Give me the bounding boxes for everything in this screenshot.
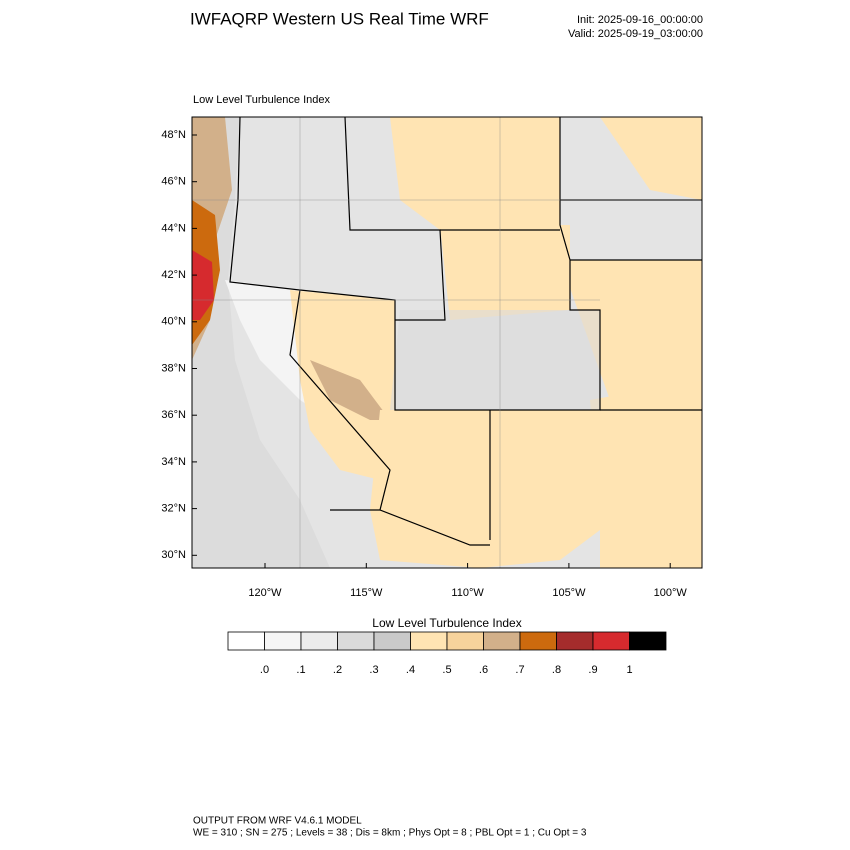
lat-label: 32°N — [161, 503, 186, 515]
footer-line: OUTPUT FROM WRF V4.6.1 MODEL — [193, 816, 362, 827]
color-swatch — [337, 631, 375, 651]
lat-label: 34°N — [161, 456, 186, 468]
lon-label: 105°W — [552, 587, 586, 599]
color-swatch — [264, 631, 302, 651]
colorbar-title: Low Level Turbulence Index — [372, 616, 521, 630]
color-swatch — [629, 631, 667, 651]
footer-line: WE = 310 ; SN = 275 ; Levels = 38 ; Dis … — [193, 828, 587, 839]
lon-label: 100°W — [654, 587, 688, 599]
init-time: Init: 2025-09-16_00:00:00 — [577, 14, 703, 26]
color-swatch — [300, 631, 338, 651]
colorbar-label: .9 — [588, 664, 597, 676]
lon-labels: 120°W 115°W 110°W 105°W 100°W — [248, 563, 687, 599]
map — [191, 116, 703, 569]
colorbar-label: .5 — [442, 664, 451, 676]
colorbar: .0 .1 .2 .3 .4 .5 .6 .7 .8 .9 1 — [227, 631, 667, 676]
colorbar-label: .1 — [296, 664, 305, 676]
lat-label: 42°N — [161, 269, 186, 281]
lat-label: 40°N — [161, 316, 186, 328]
color-swatch — [483, 631, 521, 651]
color-swatch — [592, 631, 630, 651]
colorbar-label: .0 — [260, 664, 269, 676]
color-swatch — [373, 631, 411, 651]
color-swatch — [446, 631, 484, 651]
color-swatch — [519, 631, 557, 651]
lat-label: 46°N — [161, 176, 186, 188]
lat-label: 30°N — [161, 549, 186, 561]
lat-label: 44°N — [161, 222, 186, 234]
colorbar-label: .7 — [515, 664, 524, 676]
lon-label: 120°W — [248, 587, 282, 599]
color-swatch — [556, 631, 594, 651]
map-subtitle: Low Level Turbulence Index — [193, 94, 330, 106]
color-swatch — [227, 631, 265, 651]
colorbar-label: 1 — [626, 664, 632, 676]
colorbar-label: .2 — [333, 664, 342, 676]
lat-label: 38°N — [161, 362, 186, 374]
lat-label: 48°N — [161, 129, 186, 141]
color-swatch — [410, 631, 448, 651]
lat-label: 36°N — [161, 409, 186, 421]
colorbar-label: .6 — [479, 664, 488, 676]
colorbar-label: .3 — [369, 664, 378, 676]
lon-label: 115°W — [350, 587, 383, 599]
colorbar-label: .4 — [406, 664, 415, 676]
valid-time: Valid: 2025-09-19_03:00:00 — [568, 28, 703, 40]
title: IWFAQRP Western US Real Time WRF — [190, 9, 489, 28]
colorbar-label: .8 — [552, 664, 561, 676]
lat-labels: 48°N 46°N 44°N 42°N 40°N 38°N 36°N 34°N 32°N 30°N — [161, 129, 197, 561]
lon-label: 110°W — [451, 587, 484, 599]
